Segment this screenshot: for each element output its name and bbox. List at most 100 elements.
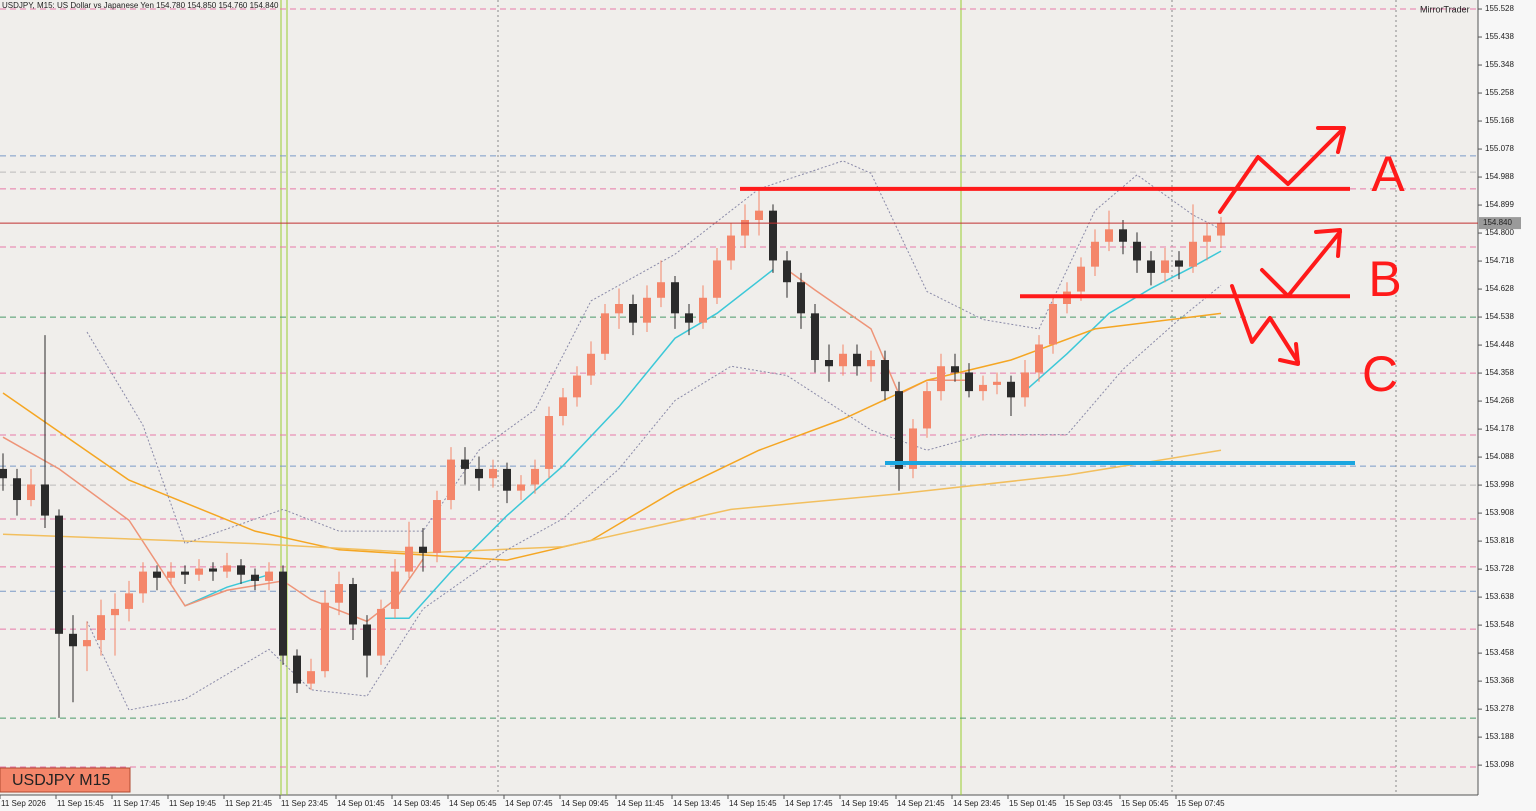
candle-body [125,593,133,609]
candle-body [321,602,329,672]
x-tick-label: 15 Sep 05:45 [1121,799,1169,808]
candle-body [489,468,497,479]
candle-body [657,282,665,298]
arrow [1230,284,1300,364]
candle-body [41,484,49,516]
candle-body [223,565,231,572]
candle-body [419,546,427,553]
y-tick-label: 154.268 [1485,396,1514,405]
time-axis [0,795,1478,811]
arrow-head [1316,126,1346,154]
candle-body [447,459,455,501]
y-tick-label: 155.258 [1485,88,1514,97]
y-tick-label: 153.548 [1485,620,1514,629]
candle-body [545,416,553,469]
candle-body [55,515,63,634]
plot-area [0,0,1478,795]
x-tick-label: 11 Sep 21:45 [225,799,273,808]
candle-body [13,478,21,501]
x-tick-label: 14 Sep 09:45 [561,799,609,808]
current-price-label: 154.840 [1483,218,1512,227]
candle-body [139,571,147,594]
candle-body [209,568,217,572]
candle-body [895,391,903,469]
candle-body [559,397,567,417]
session-lines [280,0,1397,795]
y-tick-label: 154.358 [1485,368,1514,377]
y-tick-label: 154.088 [1485,452,1514,461]
candle-body [475,468,483,479]
candle-body [0,468,7,479]
candle-body [391,571,399,609]
candle-body [237,565,245,575]
candle-body [993,381,1001,385]
y-tick-label: 154.178 [1485,424,1514,433]
candle-body [111,608,119,616]
x-tick-label: 14 Sep 11:45 [617,799,665,808]
candle-body [769,210,777,261]
candle-body [335,584,343,603]
candle-body [685,313,693,323]
candle-body [83,640,91,647]
candle-body [363,624,371,656]
indicator-line [86,160,1222,545]
candle-body [783,260,791,283]
y-tick-label: 154.718 [1485,256,1514,265]
candle-body [1091,241,1099,267]
candle-body [587,353,595,376]
annotation-letter: B [1368,251,1401,307]
candle-body [909,428,917,469]
candle-body [265,571,273,581]
candle-body [1049,303,1057,345]
candle-body [307,671,315,684]
y-tick-label: 155.438 [1485,32,1514,41]
x-tick-label: 15 Sep 01:45 [1009,799,1057,808]
candle-body [811,313,819,361]
candle-body [503,468,511,491]
candle-body [671,282,679,314]
candle-body [881,360,889,392]
levels [0,8,1478,768]
y-tick-label: 154.448 [1485,340,1514,349]
y-tick-label: 155.078 [1485,144,1514,153]
x-tick-label: 15 Sep 07:45 [1177,799,1225,808]
y-tick-label: 155.348 [1485,60,1514,69]
candle-body [727,235,735,261]
y-tick-label: 155.528 [1485,4,1514,13]
y-tick-label: 154.988 [1485,172,1514,181]
candle-body [377,608,385,656]
badge-box [0,767,131,793]
candle-body [153,571,161,578]
indicator-line [2,449,1222,554]
x-tick-label: 14 Sep 03:45 [393,799,441,808]
x-tick-label: 11 Sep 17:45 [113,799,161,808]
candle-body [797,282,805,314]
x-tick-label: 14 Sep 17:45 [785,799,833,808]
x-tick-label: 11 Sep 23:45 [281,799,329,808]
candle-body [1189,241,1197,267]
x-tick-label: 11 Sep 2026 [1,799,46,808]
indicator-line [86,284,1222,711]
candle-body [195,568,203,575]
y-tick-label: 153.728 [1485,564,1514,573]
y-tick-label: 153.458 [1485,648,1514,657]
x-tick-label: 11 Sep 19:45 [169,799,217,808]
candle-body [1035,344,1043,373]
indicator-line [2,312,1222,561]
candle-body [1147,260,1155,273]
candle-body [1007,381,1015,398]
candle-body [1119,229,1127,242]
candle-body [433,500,441,553]
candle-body [741,219,749,236]
candle-body [461,459,469,469]
candle-body [1175,260,1183,267]
candle-body [405,546,413,572]
arrow [1218,128,1344,214]
candle-body [965,372,973,392]
candle-body [349,584,357,625]
candle-body [97,615,105,641]
candle-body [531,468,539,485]
annotation-letter: C [1362,346,1398,402]
candle-body [713,260,721,298]
